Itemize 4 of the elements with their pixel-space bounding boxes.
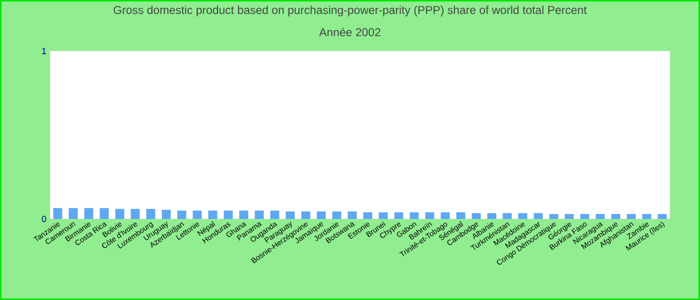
y-tick-label: 0 [42,216,46,222]
y-tick-label: 1 [42,48,46,54]
chart-title: Gross domestic product based on purchasing-power-parity (PPP) share of world total Percent [114,6,587,16]
chart-subtitle: Année 2002 [319,28,380,36]
